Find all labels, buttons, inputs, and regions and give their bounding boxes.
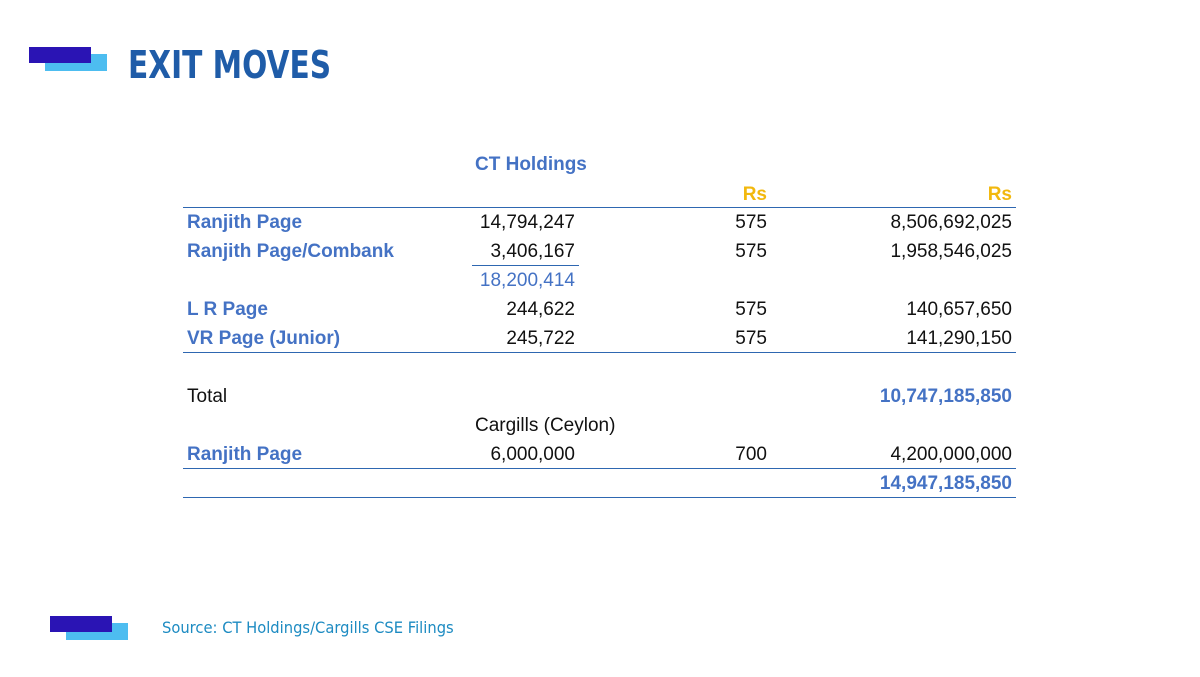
ct-section-bottom-rule: [183, 352, 1016, 353]
slide-title: EXIT MOVES: [128, 43, 332, 87]
row-shares: 6,000,000: [490, 444, 575, 465]
row-value: 1,958,546,025: [890, 241, 1012, 262]
row-label: Ranjith Page: [187, 444, 303, 465]
grand-total-value: 14,947,185,850: [879, 473, 1012, 494]
row-value: 140,657,650: [906, 299, 1012, 320]
row-shares: 245,722: [506, 328, 575, 349]
section-header-ct-holdings: CT Holdings: [475, 154, 587, 175]
row-price: 700: [735, 444, 767, 465]
table-bottom-rule: [183, 497, 1016, 498]
row-price: 575: [735, 328, 767, 349]
row-label: L R Page: [187, 299, 268, 320]
cargills-bottom-rule: [183, 468, 1016, 469]
row-price: 575: [735, 299, 767, 320]
row-label: VR Page (Junior): [187, 328, 341, 349]
footer-accent-dark-bar: [50, 616, 112, 632]
row-value: 141,290,150: [906, 328, 1012, 349]
table-top-rule: [183, 207, 1016, 208]
row-value: 8,506,692,025: [890, 212, 1012, 233]
currency-header-value: Rs: [987, 184, 1012, 205]
row-price: 575: [735, 241, 767, 262]
total-value: 10,747,185,850: [879, 386, 1012, 407]
currency-header-price: Rs: [742, 184, 767, 205]
row-shares: 14,794,247: [479, 212, 575, 233]
header-accent-dark-bar: [29, 47, 91, 63]
source-note: Source: CT Holdings/Cargills CSE Filings: [162, 618, 454, 637]
subtotal-shares: 18,200,414: [479, 270, 575, 291]
row-value: 4,200,000,000: [890, 444, 1012, 465]
row-shares: 244,622: [506, 299, 575, 320]
row-price: 575: [735, 212, 767, 233]
row-label: Ranjith Page/Combank: [187, 241, 394, 262]
total-label: Total: [187, 386, 228, 407]
row-label: Ranjith Page: [187, 212, 303, 233]
section-header-cargills: Cargills (Ceylon): [475, 415, 616, 436]
subtotal-rule: [472, 265, 579, 266]
row-shares: 3,406,167: [490, 241, 575, 262]
